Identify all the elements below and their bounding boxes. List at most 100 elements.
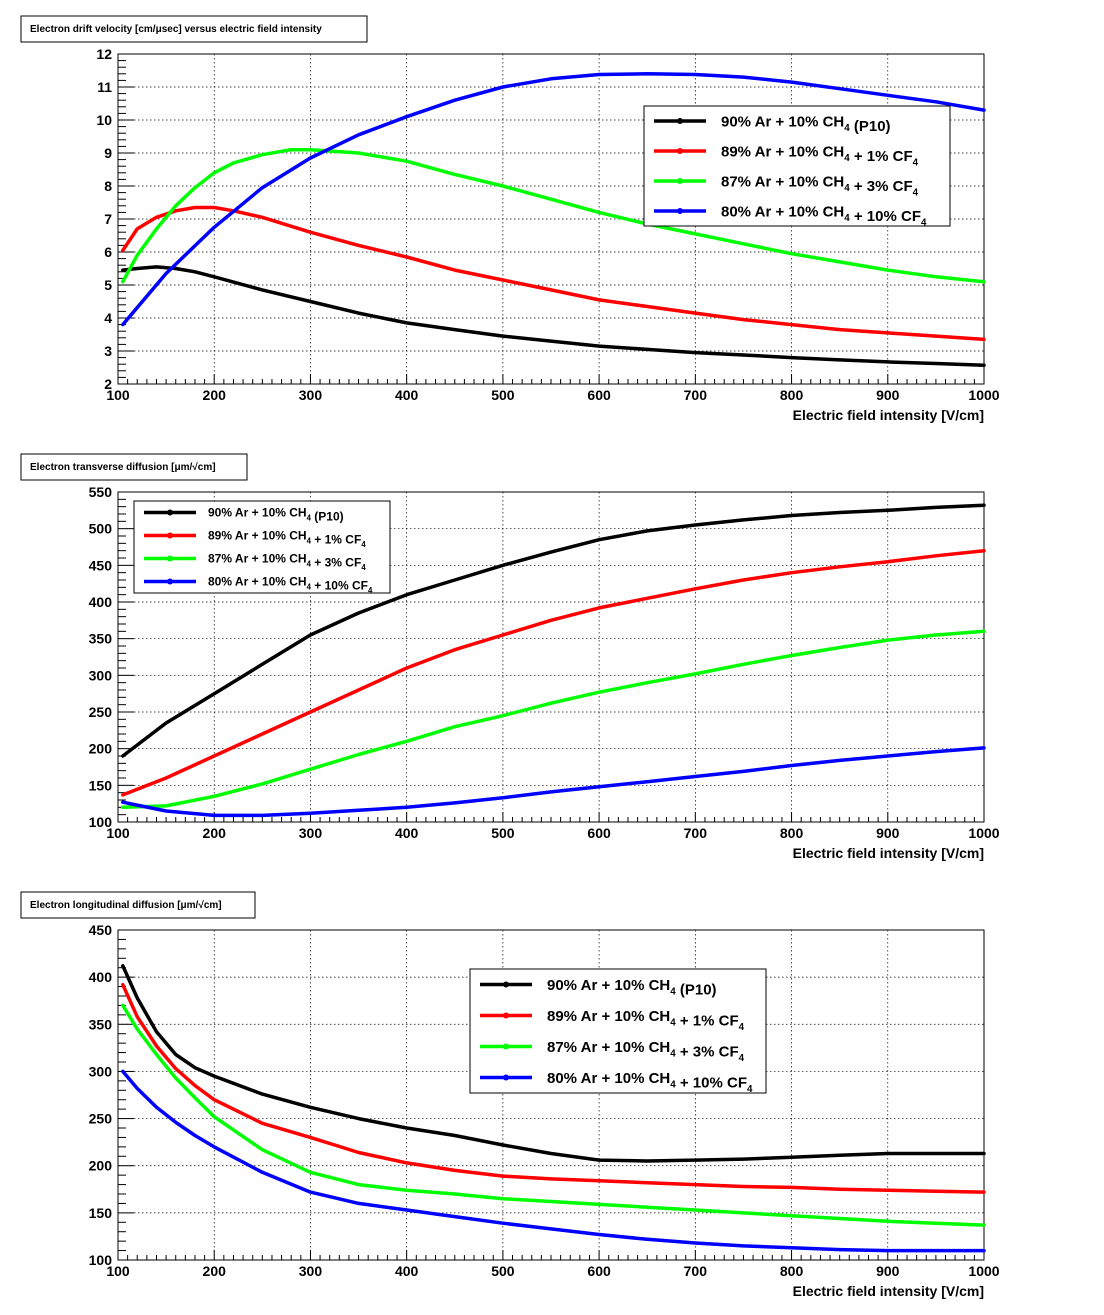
legend-label-2: 89% Ar + 10% CH4 + 1% CF4 — [721, 143, 919, 168]
chart-panel-2: Electron transverse diffusion [μm/√cm] 10… — [20, 453, 1000, 861]
x-tick-label: 500 — [491, 825, 515, 841]
x-tick-label: 400 — [395, 825, 419, 841]
y-tick-label: 100 — [89, 814, 113, 830]
axis-ticks — [117, 491, 985, 823]
chart-title-box — [20, 453, 248, 481]
y-tick-label: 150 — [89, 777, 113, 793]
x-tick-label: 300 — [299, 387, 323, 403]
x-tick-label: 200 — [203, 1263, 227, 1279]
y-tick-label: 8 — [104, 178, 112, 194]
x-tick-label: 300 — [299, 825, 323, 841]
x-axis-label: Electric field intensity [V/cm] — [793, 845, 984, 861]
series-line-1 — [121, 964, 986, 1163]
legend: 90% Ar + 10% CH4 (P10) 89% Ar + 10% CH4 +… — [643, 105, 951, 228]
axis-ticks — [117, 929, 985, 1261]
y-tick-label: 250 — [89, 1111, 113, 1127]
x-tick-label: 600 — [587, 1263, 611, 1279]
legend-marker-2 — [677, 148, 683, 154]
y-tick-label: 500 — [89, 521, 113, 537]
chart-panel-3: Electron longitudinal diffusion [μm/√cm]… — [20, 891, 1000, 1299]
x-tick-label: 600 — [587, 825, 611, 841]
legend-marker-3 — [677, 178, 683, 184]
y-tick-label: 4 — [104, 310, 112, 326]
x-tick-label: 800 — [780, 825, 804, 841]
legend-marker-4 — [503, 1074, 509, 1081]
series-line-4 — [121, 1069, 986, 1253]
legend-label-1: 90% Ar + 10% CH4 (P10) — [208, 506, 344, 524]
y-tick-label: 12 — [96, 46, 112, 62]
series-line-3 — [121, 147, 986, 284]
y-tick-label: 11 — [97, 79, 112, 95]
x-tick-label: 900 — [876, 387, 900, 403]
x-tick-label: 100 — [106, 387, 130, 403]
y-tick-label: 350 — [89, 1016, 113, 1032]
x-tick-label: 800 — [780, 1263, 804, 1279]
y-tick-label: 100 — [89, 1252, 113, 1268]
y-tick-label: 7 — [104, 211, 112, 227]
legend-label-4: 80% Ar + 10% CH4 + 10% CF4 — [721, 203, 927, 228]
legend-marker-4 — [167, 578, 173, 585]
legend-box — [469, 968, 767, 1094]
x-tick-label: 400 — [395, 1263, 419, 1279]
x-axis-label: Electric field intensity [V/cm] — [793, 407, 984, 423]
legend-marker-2 — [167, 532, 173, 539]
legend-label-2: 89% Ar + 10% CH4 + 1% CF4 — [208, 529, 366, 549]
legend-label-1: 90% Ar + 10% CH4 (P10) — [547, 977, 717, 999]
chart-title: Electron longitudinal diffusion [μm/√cm] — [30, 900, 222, 911]
x-tick-label: 100 — [106, 825, 130, 841]
x-tick-label: 500 — [491, 1263, 515, 1279]
y-tick-label: 350 — [89, 631, 113, 647]
series-line-3 — [121, 1003, 986, 1227]
y-tick-label: 400 — [89, 594, 113, 610]
y-tick-label: 150 — [89, 1205, 113, 1221]
legend: 90% Ar + 10% CH4 (P10) 89% Ar + 10% CH4 +… — [133, 500, 391, 595]
x-tick-label: 700 — [684, 1263, 708, 1279]
legend-box — [643, 105, 951, 227]
legend-marker-3 — [503, 1043, 509, 1050]
x-tick-label: 900 — [876, 1263, 900, 1279]
y-tick-label: 6 — [104, 244, 112, 260]
series-line-1 — [121, 503, 986, 758]
legend-marker-1 — [503, 981, 509, 988]
y-tick-label: 300 — [89, 1063, 113, 1079]
legend-marker-1 — [677, 118, 683, 124]
x-tick-label: 200 — [203, 387, 227, 403]
x-axis-label: Electric field intensity [V/cm] — [793, 1283, 984, 1299]
legend-marker-1 — [167, 509, 173, 516]
legend-marker-2 — [503, 1012, 509, 1019]
legend: 90% Ar + 10% CH4 (P10) 89% Ar + 10% CH4 +… — [469, 968, 767, 1095]
chart-panel-1: Electron drift velocity [cm/μsec] versus… — [20, 15, 1000, 423]
x-tick-label: 700 — [684, 387, 708, 403]
series-line-3 — [121, 629, 986, 810]
chart-title-box — [20, 15, 368, 43]
legend-label-3: 87% Ar + 10% CH4 + 3% CF4 — [721, 173, 919, 198]
legend-marker-3 — [167, 555, 173, 562]
series-line-4 — [121, 72, 986, 327]
legend-label-4: 80% Ar + 10% CH4 + 10% CF4 — [547, 1070, 753, 1095]
y-tick-label: 400 — [89, 969, 113, 985]
legend-box — [133, 500, 391, 594]
x-tick-label: 1000 — [968, 387, 999, 403]
chart-title-box — [20, 891, 256, 919]
series-line-4 — [121, 746, 986, 818]
legend-label-4: 80% Ar + 10% CH4 + 10% CF4 — [208, 575, 373, 595]
y-tick-label: 450 — [89, 557, 113, 573]
x-tick-label: 600 — [587, 387, 611, 403]
y-tick-label: 450 — [89, 922, 113, 938]
y-tick-label: 300 — [89, 667, 113, 683]
y-tick-label: 200 — [89, 741, 113, 757]
chart-title: Electron transverse diffusion [μm/√cm] — [30, 462, 216, 473]
x-tick-label: 900 — [876, 825, 900, 841]
y-tick-label: 5 — [104, 277, 112, 293]
chart-title: Electron drift velocity [cm/μsec] versus… — [30, 24, 322, 35]
x-tick-label: 400 — [395, 387, 419, 403]
x-tick-label: 300 — [299, 1263, 323, 1279]
legend-label-2: 89% Ar + 10% CH4 + 1% CF4 — [547, 1008, 745, 1033]
x-tick-label: 500 — [491, 387, 515, 403]
x-tick-label: 200 — [203, 825, 227, 841]
series-line-1 — [121, 265, 986, 367]
legend-marker-4 — [677, 208, 683, 214]
x-tick-label: 800 — [780, 387, 804, 403]
legend-label-3: 87% Ar + 10% CH4 + 3% CF4 — [208, 552, 366, 572]
